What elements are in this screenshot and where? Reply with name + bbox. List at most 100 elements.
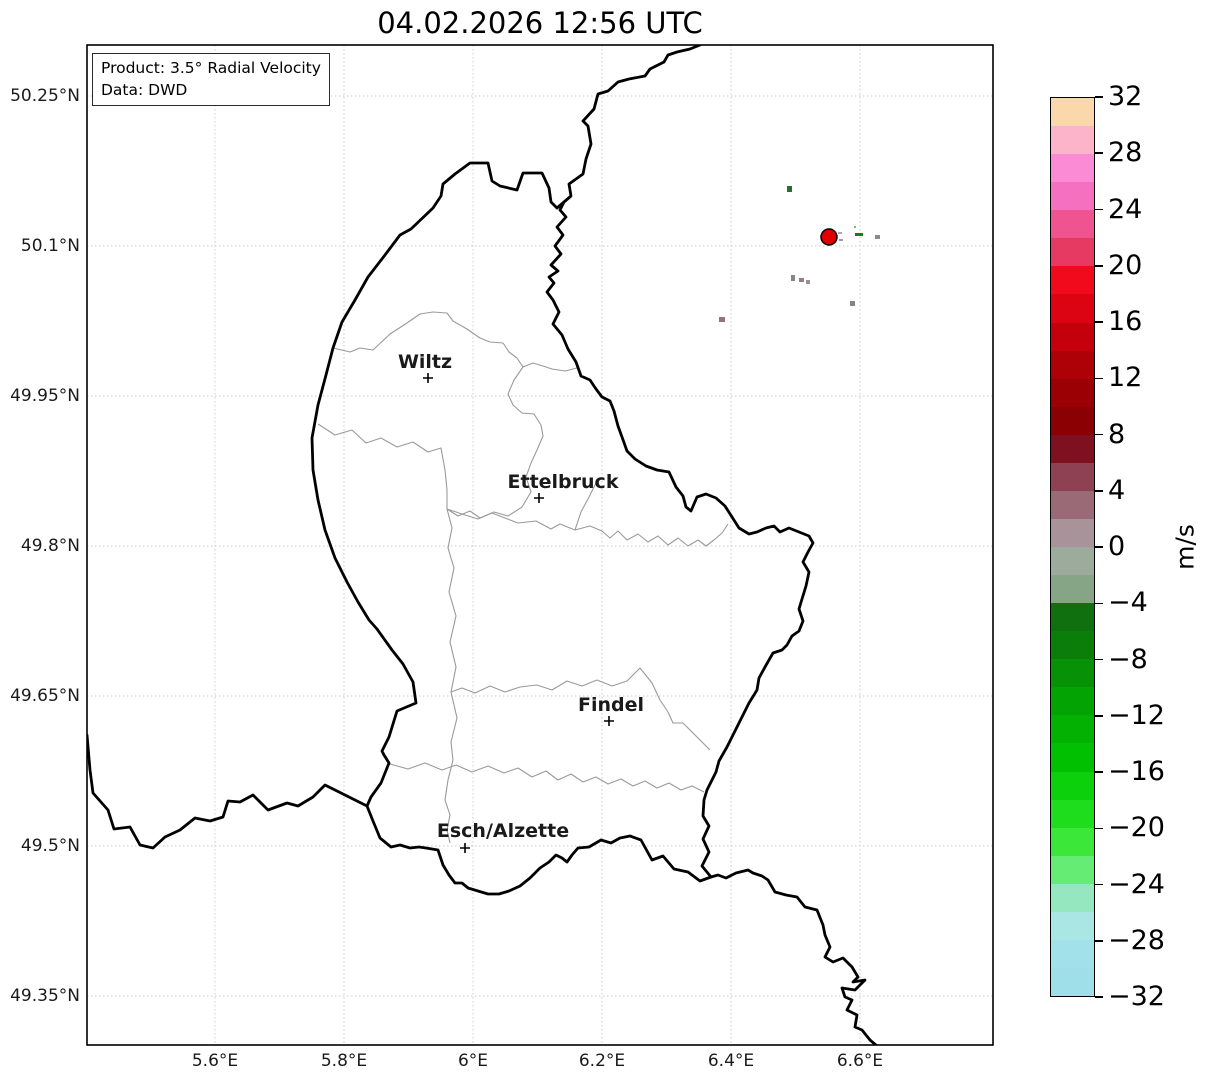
product-line: Product: 3.5° Radial Velocity [101, 59, 321, 77]
colorbar-band [1051, 911, 1094, 940]
colorbar-band [1051, 799, 1094, 828]
france-belgium-border [87, 733, 369, 850]
colorbar-ticklabel: 4 [1108, 475, 1126, 506]
colorbar-ticklabel: −12 [1108, 700, 1165, 731]
colorbar-tick [1095, 96, 1103, 98]
lon-label-5-6: 5.6°E [191, 1051, 239, 1071]
lat-label-49-35: 49.35°N [10, 986, 80, 1006]
colorbar-band [1051, 154, 1094, 183]
city-label-findel: Findel [578, 694, 644, 716]
colorbar-band [1051, 406, 1094, 435]
colorbar-tick [1095, 996, 1103, 998]
colorbar-ticklabel: −20 [1108, 812, 1165, 843]
colorbar-band [1051, 294, 1094, 323]
data-source-line: Data: DWD [101, 81, 188, 99]
product-info-box: Product: 3.5° Radial Velocity Data: DWD [92, 53, 330, 106]
city-label-ettelbruck: Ettelbruck [508, 471, 619, 493]
colorbar-band [1051, 350, 1094, 379]
colorbar-band [1051, 266, 1094, 295]
colorbar-tick [1095, 940, 1103, 942]
colorbar-tick [1095, 377, 1103, 380]
colorbar-ticklabel: 0 [1108, 531, 1126, 562]
colorbar-tick [1095, 827, 1103, 830]
colorbar-tick [1095, 433, 1103, 436]
colorbar-tick [1095, 152, 1103, 154]
graticule-gridlines [87, 45, 993, 1045]
colorbar-band [1051, 603, 1094, 632]
colorbar-band [1051, 182, 1094, 211]
plot-frame [86, 44, 994, 1046]
colorbar-band [1051, 322, 1094, 351]
colorbar-tick [1095, 208, 1103, 211]
colorbar-band [1051, 210, 1094, 239]
colorbar-ticklabel: 20 [1108, 250, 1143, 281]
colorbar-tick [1095, 321, 1103, 323]
colorbar-tick [1095, 771, 1103, 773]
belgium-germany-border [562, 45, 702, 204]
colorbar-band [1051, 490, 1094, 519]
lat-label-49-65: 49.65°N [10, 686, 80, 706]
city-markers [423, 373, 614, 853]
colorbar-ticklabel: −16 [1108, 756, 1165, 787]
city-marker-ettelbruck [534, 493, 544, 503]
lat-label-49-5: 49.5°N [20, 836, 80, 856]
colorbar-band [1051, 98, 1094, 127]
colorbar-tick [1095, 715, 1103, 717]
colorbar-tick [1095, 658, 1103, 661]
plot-title: 04.02.2026 12:56 UTC [377, 6, 703, 40]
lat-label-50-1: 50.1°N [20, 236, 80, 256]
city-label-esch: Esch/Alzette [437, 820, 569, 842]
lat-label-50-25: 50.25°N [10, 86, 80, 106]
city-marker-findel [604, 716, 614, 726]
city-label-wiltz: Wiltz [398, 351, 452, 373]
plot-background [87, 45, 993, 1045]
colorbar-ticklabel: −24 [1108, 869, 1165, 900]
colorbar-ticklabel: 8 [1108, 419, 1126, 450]
colorbar-band [1051, 687, 1094, 716]
colorbar-band [1051, 967, 1094, 996]
city-marker-wiltz [423, 373, 433, 383]
lon-label-6: 6°E [457, 1051, 489, 1071]
colorbar-band [1051, 518, 1094, 547]
colorbar-ticklabel: 28 [1108, 137, 1143, 168]
colorbar-band [1051, 126, 1094, 155]
canton-boundaries [317, 311, 729, 844]
colorbar-band [1051, 771, 1094, 800]
radar-echoes [719, 186, 880, 322]
colorbar-band [1051, 631, 1094, 660]
lon-label-6-4: 6.4°E [707, 1051, 755, 1071]
colorbar-tick [1095, 883, 1103, 886]
colorbar-band [1051, 743, 1094, 772]
colorbar-ticklabel: 12 [1108, 362, 1143, 393]
lat-label-49-8: 49.8°N [20, 536, 80, 556]
colorbar-band [1051, 462, 1094, 491]
colorbar-band [1051, 883, 1094, 912]
lon-label-6-2: 6.2°E [578, 1051, 626, 1071]
luxembourg-border [310, 161, 815, 896]
colorbar-ticklabel: 24 [1108, 194, 1143, 225]
lat-label-49-95: 49.95°N [10, 386, 80, 406]
colorbar-ticklabel: 16 [1108, 306, 1143, 337]
colorbar-ticklabel: −28 [1108, 925, 1165, 956]
colorbar-band [1051, 378, 1094, 407]
colorbar-ticklabel: −32 [1108, 981, 1165, 1012]
city-labels: Wiltz Ettelbruck Findel Esch/Alzette [398, 351, 644, 842]
colorbar-band [1051, 855, 1094, 884]
colorbar-band [1051, 238, 1094, 267]
colorbar-band [1051, 575, 1094, 604]
colorbar-tick [1095, 490, 1103, 492]
country-borders [87, 45, 878, 1045]
colorbar-ticklabel: 32 [1108, 81, 1143, 112]
colorbar-band [1051, 434, 1094, 463]
city-marker-esch [460, 843, 470, 853]
colorbar-band [1051, 715, 1094, 744]
france-germany-border [709, 868, 878, 1045]
colorbar-band [1051, 659, 1094, 688]
lon-label-6-6: 6.6°E [836, 1051, 884, 1071]
colorbar-tick [1095, 602, 1103, 605]
colorbar-tick [1095, 265, 1103, 267]
lon-label-5-8: 5.8°E [320, 1051, 368, 1071]
colorbar-tick [1095, 546, 1103, 548]
